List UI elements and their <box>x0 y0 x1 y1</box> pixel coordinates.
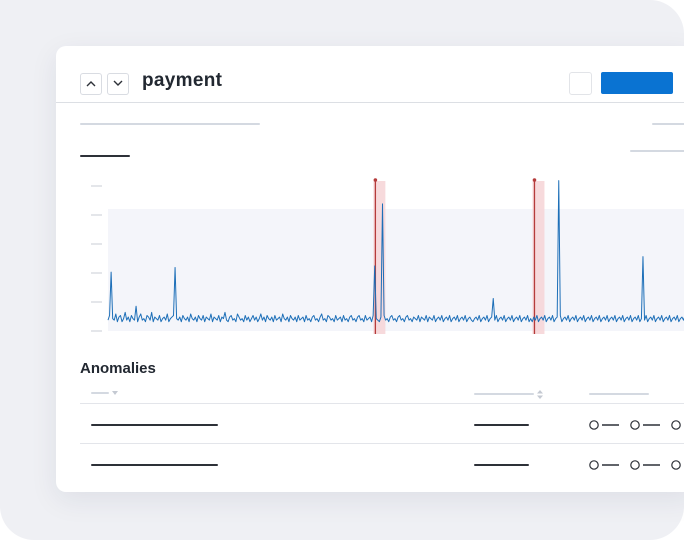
row-divider <box>80 443 684 444</box>
monitor-panel: payment Anomalies <box>56 46 684 492</box>
meta-placeholder <box>652 123 684 125</box>
chevron-down-icon <box>113 80 123 86</box>
column-header-name[interactable] <box>91 392 109 394</box>
series-line <box>107 180 684 323</box>
table-header-divider <box>80 403 684 404</box>
anomaly-chart <box>91 178 684 334</box>
row-value-placeholder <box>474 464 529 466</box>
anomaly-marker-dot <box>532 178 537 182</box>
row-name-placeholder <box>91 424 218 426</box>
next-button[interactable] <box>107 73 129 95</box>
chart-tab-active[interactable] <box>80 155 130 157</box>
anomalies-title: Anomalies <box>80 360 156 377</box>
header-divider <box>56 102 684 103</box>
previous-button[interactable] <box>80 73 102 95</box>
settings-button[interactable] <box>569 72 592 95</box>
subtitle-placeholder <box>80 123 260 125</box>
anomaly-marker-dot <box>373 178 378 182</box>
primary-action-button[interactable] <box>601 72 673 94</box>
sort-down-icon <box>112 391 118 395</box>
column-header-value[interactable] <box>474 393 534 395</box>
page-title: payment <box>142 70 223 91</box>
row-status-icons <box>589 420 681 430</box>
column-header-actions <box>589 393 649 395</box>
chart-range-placeholder[interactable] <box>630 150 684 152</box>
sort-both-icon <box>537 390 543 399</box>
row-value-placeholder <box>474 424 529 426</box>
chart-band <box>108 209 684 331</box>
anomaly-highlight <box>532 181 545 334</box>
row-name-placeholder <box>91 464 218 466</box>
chevron-up-icon <box>86 81 96 87</box>
row-status-icons <box>589 460 681 470</box>
